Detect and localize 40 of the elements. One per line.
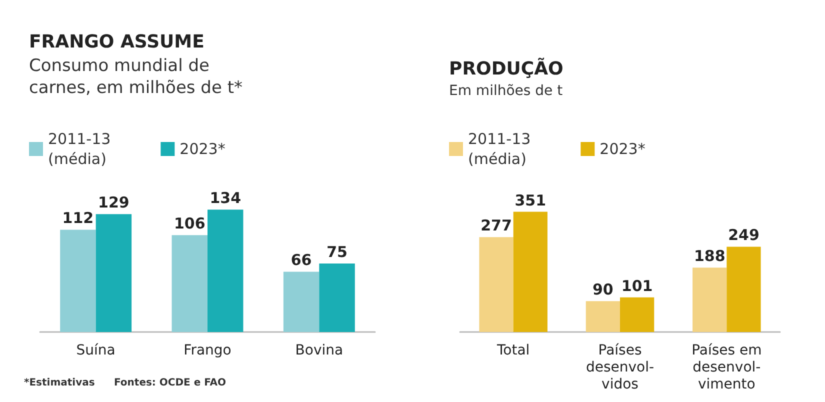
data-label: 277 (480, 216, 512, 235)
chart-title: PRODUÇÃO (449, 58, 564, 80)
bar (692, 268, 727, 332)
text: Fontes: OCDE e FAO (114, 378, 226, 388)
x-tick-label: Países em desenvol- vimento (692, 342, 762, 392)
bar (283, 272, 320, 332)
bar (479, 237, 514, 332)
legend-label: 2011-13 (média) (48, 130, 111, 168)
data-label: 90 (592, 280, 614, 299)
legend-label: 2011-13 (média) (468, 130, 531, 168)
bar (620, 297, 654, 332)
bar (96, 214, 132, 332)
data-label: 134 (210, 189, 242, 208)
legend-label: 2023* (180, 140, 226, 158)
data-label: 249 (728, 226, 760, 244)
data-label: 106 (174, 214, 206, 233)
bar (319, 264, 355, 332)
x-tick-label: Total (496, 342, 530, 358)
data-label: 112 (62, 209, 94, 228)
legend-label: 2023* (600, 140, 646, 158)
data-label: 101 (621, 276, 653, 295)
data-label: 129 (98, 194, 130, 212)
chart-title: FRANGO ASSUME (29, 32, 204, 52)
bar (208, 210, 244, 332)
x-tick-label: Bovina (295, 342, 344, 358)
data-label: 188 (694, 247, 726, 266)
x-tick-label: Países desenvol- vidos (586, 342, 654, 392)
data-label: 351 (514, 191, 546, 210)
bar (60, 230, 96, 332)
chart-subtitle: Consumo mundial de carnes, em milhões de t* (29, 56, 242, 98)
bar (172, 235, 208, 332)
bar (726, 246, 761, 332)
data-label: 75 (326, 243, 348, 261)
bar (586, 301, 620, 332)
x-tick-label: Suína (76, 342, 116, 358)
text: *Estimativas (24, 378, 95, 388)
bar (513, 212, 548, 332)
data-label: 66 (290, 251, 312, 270)
chart-subtitle: Em milhões de t (449, 83, 564, 99)
x-tick-label: Frango (184, 342, 232, 358)
